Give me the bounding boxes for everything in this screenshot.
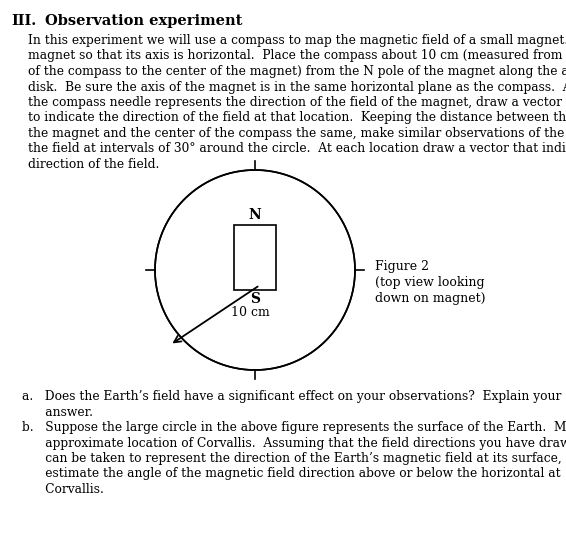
Text: the magnet and the center of the compass the same, make similar observations of : the magnet and the center of the compass… xyxy=(28,127,566,140)
Text: the field at intervals of 30° around the circle.  At each location draw a vector: the field at intervals of 30° around the… xyxy=(28,143,566,155)
Bar xyxy=(234,225,276,290)
Text: Observation experiment: Observation experiment xyxy=(45,14,242,28)
Text: Figure 2: Figure 2 xyxy=(375,260,429,273)
Text: down on magnet): down on magnet) xyxy=(375,292,486,305)
Text: estimate the angle of the magnetic field direction above or below the horizontal: estimate the angle of the magnetic field… xyxy=(22,467,561,480)
Text: can be taken to represent the direction of the Earth’s magnetic field at its sur: can be taken to represent the direction … xyxy=(22,452,561,465)
Text: Corvallis.: Corvallis. xyxy=(22,483,104,496)
Text: III.: III. xyxy=(11,14,36,28)
Text: approximate location of Corvallis.  Assuming that the field directions you have : approximate location of Corvallis. Assum… xyxy=(22,436,566,450)
Text: b.   Suppose the large circle in the above figure represents the surface of the : b. Suppose the large circle in the above… xyxy=(22,421,566,434)
Text: disk.  Be sure the axis of the magnet is in the same horizontal plane as the com: disk. Be sure the axis of the magnet is … xyxy=(28,80,566,93)
Text: direction of the field.: direction of the field. xyxy=(28,158,160,171)
Text: to indicate the direction of the field at that location.  Keeping the distance b: to indicate the direction of the field a… xyxy=(28,111,566,124)
Text: N: N xyxy=(248,208,261,222)
Text: (top view looking: (top view looking xyxy=(375,276,484,289)
Text: In this experiment we will use a compass to map the magnetic field of a small ma: In this experiment we will use a compass… xyxy=(28,34,566,47)
Text: of the compass to the center of the magnet) from the N pole of the magnet along : of the compass to the center of the magn… xyxy=(28,65,566,78)
Text: S: S xyxy=(250,292,260,306)
Text: the compass needle represents the direction of the field of the magnet, draw a v: the compass needle represents the direct… xyxy=(28,96,566,109)
Text: 10 cm: 10 cm xyxy=(230,306,269,319)
Text: a.   Does the Earth’s field have a significant effect on your observations?  Exp: a. Does the Earth’s field have a signifi… xyxy=(22,390,561,403)
Text: magnet so that its axis is horizontal.  Place the compass about 10 cm (measured : magnet so that its axis is horizontal. P… xyxy=(28,49,566,63)
Text: answer.: answer. xyxy=(22,406,93,419)
